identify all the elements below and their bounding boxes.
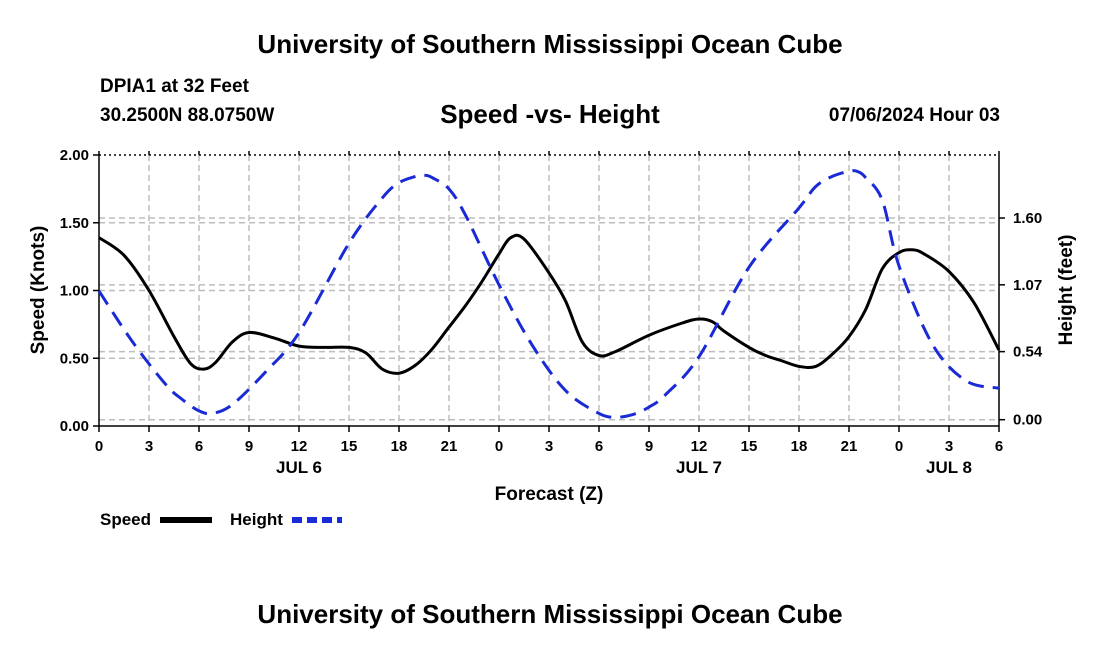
footer-title: University of Southern Mississippi Ocean… [257,599,843,629]
x-axis-label: Forecast (Z) [495,484,604,505]
x-tick-label: 18 [391,438,408,455]
coordinates-label: 30.2500N 88.0750W [100,105,275,126]
x-tick-label: 12 [691,438,708,455]
x-tick-label: 0 [895,438,903,455]
y2-tick-label: 0.54 [1013,344,1043,361]
x-tick-label: 21 [441,438,458,455]
y2-tick-label: 1.60 [1013,210,1042,227]
x-tick-label: 21 [841,438,858,455]
x-tick-label: 12 [291,438,308,455]
x-tick-label: 6 [995,438,1003,455]
series-layer [97,169,1001,419]
y-tick-label: 1.00 [60,283,89,300]
legend-label-height: Height [230,510,283,529]
x-day-label: JUL 6 [276,458,322,477]
x-tick-label: 9 [245,438,253,455]
legend-label-speed: Speed [100,510,151,529]
issued-datetime: 07/06/2024 Hour 03 [828,105,1000,126]
axes-layer [93,151,1005,432]
main-title: University of Southern Mississippi Ocean… [257,29,843,59]
x-tick-label: 9 [645,438,653,455]
x-tick-label: 18 [791,438,808,455]
station-label: DPIA1 at 32 Feet [100,76,249,97]
x-tick-label: 15 [741,438,758,455]
x-tick-label: 0 [495,438,503,455]
legend: Speed Height [100,510,342,529]
x-tick-label: 15 [341,438,358,455]
y2-tick-label: 1.07 [1013,277,1042,294]
grid-layer [99,155,999,426]
x-day-label: JUL 7 [676,458,722,477]
x-tick-label: 0 [95,438,103,455]
series-line-height [97,169,1000,419]
y-axis-label: Speed (Knots) [28,226,49,355]
series-line-speed [98,233,1001,375]
y-tick-label: 1.50 [60,215,89,232]
y2-tick-label: 0.00 [1013,412,1042,429]
y-tick-label: 0.00 [60,418,89,435]
x-tick-label: 3 [945,438,953,455]
chart-title: Speed -vs- Height [440,99,660,129]
x-tick-label: 3 [145,438,153,455]
x-day-label: JUL 8 [926,458,972,477]
y-tick-label: 2.00 [60,147,89,164]
x-tick-label: 3 [545,438,553,455]
x-tick-label: 6 [595,438,603,455]
labels-layer: 0 3 6 9 12 15 18 21 0 3 6 9 12 15 18 21 0 3 6 JUL 6 JUL 7 JUL… [60,147,1043,477]
x-tick-label: 6 [195,438,203,455]
y-tick-label: 0.50 [60,350,89,367]
y2-axis-label: Height (feet) [1056,235,1077,346]
